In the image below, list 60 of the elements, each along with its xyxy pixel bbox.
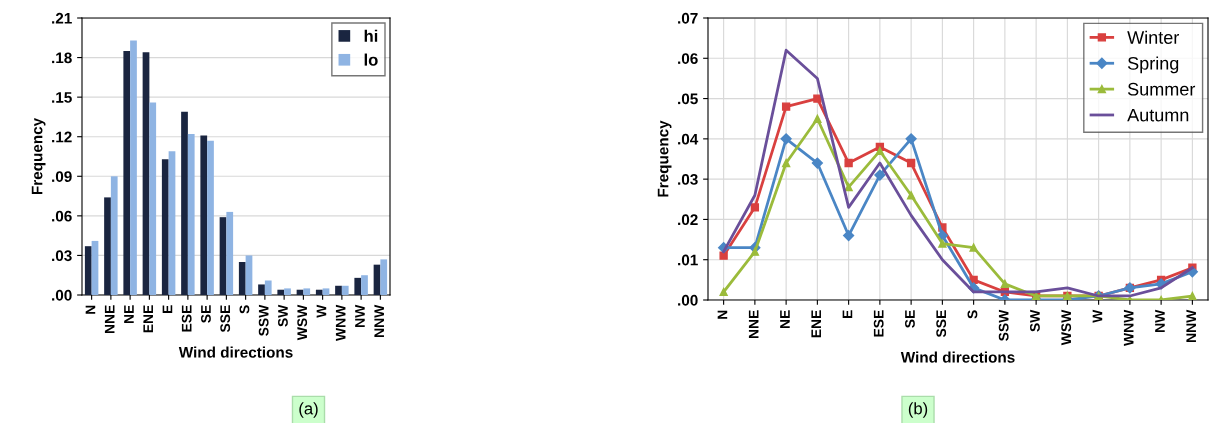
- y-tick-label: .00: [678, 294, 698, 306]
- y-tick-label: .09: [52, 171, 72, 182]
- text: (b): [908, 402, 928, 418]
- x-tick-label: ESE: [873, 310, 884, 337]
- legend-label: lo: [364, 53, 378, 66]
- legend-label: Spring: [1127, 56, 1179, 74]
- x-tick-label: S: [967, 310, 978, 319]
- x-axis-title: Wind directions: [900, 351, 1015, 363]
- y-tick-label: .01: [678, 254, 698, 266]
- x-tick-label: ENE: [143, 305, 153, 333]
- x-tick-label: WSW: [297, 304, 308, 341]
- x-tick-label: WNW: [335, 304, 346, 341]
- x-tick-label: WSW: [1061, 309, 1072, 346]
- x-tick-label: E: [162, 305, 173, 314]
- y-tick-label: .06: [678, 53, 698, 64]
- y-tick-label: .18: [52, 52, 72, 64]
- x-tick-label: SSE: [936, 310, 947, 338]
- x-tick-label: SSE: [220, 305, 231, 333]
- legend-label: Autumn: [1127, 108, 1189, 122]
- x-tick-label: N: [717, 310, 728, 319]
- x-tick-label: ESE: [181, 305, 192, 332]
- x-tick-label: WNW: [1123, 309, 1134, 346]
- y-tick-label: .07: [678, 12, 698, 24]
- y-tick-label: .05: [678, 93, 698, 105]
- y-axis-title: Frequency: [657, 120, 672, 197]
- x-tick-label: SW: [278, 304, 288, 327]
- text: (a): [299, 402, 318, 418]
- y-tick-label: .02: [678, 214, 698, 226]
- y-tick-label: .03: [52, 250, 72, 262]
- x-tick-label: NE: [124, 305, 134, 324]
- x-tick-label: NW: [355, 304, 365, 327]
- x-axis-title: Wind directions: [178, 346, 293, 358]
- y-tick-label: .21: [52, 12, 72, 24]
- legend-label: Summer: [1127, 82, 1196, 96]
- x-tick-label: S: [239, 305, 250, 314]
- y-tick-label: .15: [52, 92, 72, 103]
- x-tick-label: ENE: [811, 310, 821, 338]
- x-tick-label: SSW: [258, 304, 269, 336]
- legend-label: Winter: [1127, 30, 1180, 44]
- y-tick-label: .06: [52, 210, 72, 222]
- x-tick-label: NE: [780, 310, 790, 329]
- x-tick-label: NNE: [104, 305, 115, 334]
- x-tick-label: NW: [1155, 309, 1165, 332]
- x-tick-label: W: [1092, 309, 1103, 323]
- y-tick-label: .00: [52, 289, 72, 301]
- x-tick-label: W: [316, 304, 327, 318]
- y-tick-label: .12: [52, 131, 72, 143]
- x-tick-label: NNW: [374, 304, 384, 337]
- y-tick-label: .04: [678, 133, 699, 145]
- x-tick-label: NNW: [1186, 309, 1196, 342]
- x-tick-label: N: [85, 305, 96, 314]
- y-tick-label: .03: [678, 174, 698, 185]
- x-tick-label: SW: [1030, 309, 1040, 332]
- legend-label: hi: [364, 29, 378, 42]
- x-tick-label: SSW: [998, 309, 1009, 341]
- x-tick-label: E: [842, 310, 853, 319]
- x-tick-label: SE: [201, 305, 211, 323]
- x-tick-label: NNE: [748, 310, 759, 339]
- x-tick-label: SE: [905, 310, 915, 328]
- y-axis-title: Frequency: [31, 117, 46, 195]
